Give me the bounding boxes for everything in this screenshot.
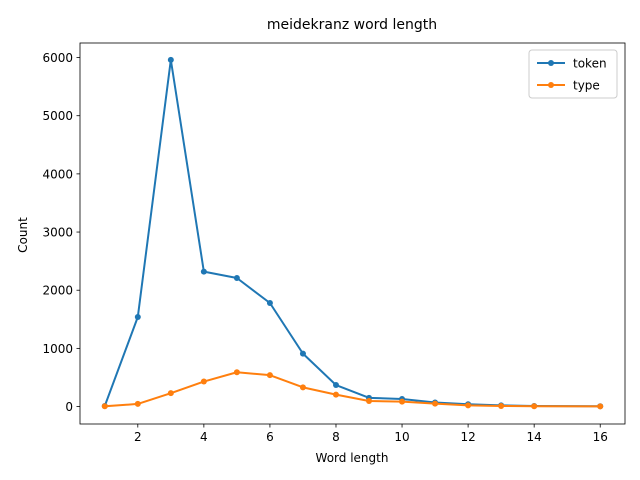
plot-area bbox=[79, 42, 626, 425]
plot-frame bbox=[79, 42, 626, 425]
data-point-token bbox=[299, 350, 306, 357]
data-point-token bbox=[167, 56, 174, 63]
data-point-type bbox=[597, 403, 604, 410]
y-axis: 0 1000 2000 3000 4000 5000 6000 bbox=[42, 51, 80, 414]
x-tick-label: 14 bbox=[527, 430, 542, 444]
data-point-type bbox=[101, 403, 108, 410]
legend-item-type: type bbox=[537, 79, 600, 93]
y-axis-label: Count bbox=[16, 217, 30, 253]
data-point-token bbox=[233, 274, 240, 281]
y-tick-label: 1000 bbox=[42, 342, 73, 356]
y-tick-label: 0 bbox=[65, 400, 73, 414]
data-point-type bbox=[299, 384, 306, 391]
data-point-type bbox=[366, 398, 373, 405]
x-tick-label: 12 bbox=[460, 430, 475, 444]
data-point-type bbox=[531, 403, 538, 410]
x-tick-label: 4 bbox=[200, 430, 208, 444]
y-tick-label: 5000 bbox=[42, 109, 73, 123]
y-tick-label: 6000 bbox=[42, 51, 73, 65]
data-point-type bbox=[399, 398, 406, 405]
data-point-token bbox=[332, 382, 339, 389]
legend-item-token: token bbox=[537, 57, 607, 71]
y-tick-label: 4000 bbox=[42, 167, 73, 181]
legend: token type bbox=[528, 49, 618, 99]
legend-swatch-marker bbox=[548, 82, 554, 88]
data-point-type bbox=[233, 369, 240, 376]
x-tick-label: 2 bbox=[134, 430, 142, 444]
x-tick-label: 6 bbox=[266, 430, 274, 444]
data-point-type bbox=[134, 400, 141, 407]
data-point-type bbox=[465, 402, 472, 409]
legend-label: token bbox=[573, 57, 607, 71]
data-point-type bbox=[266, 372, 273, 379]
x-tick-label: 8 bbox=[332, 430, 340, 444]
data-point-type bbox=[498, 402, 505, 409]
data-point-token bbox=[200, 268, 207, 275]
data-point-type bbox=[432, 400, 439, 407]
series-type bbox=[101, 369, 604, 410]
legend-label: type bbox=[573, 79, 600, 93]
y-tick-label: 2000 bbox=[42, 284, 73, 298]
x-axis: 2 4 6 8 10 12 14 16 bbox=[134, 424, 608, 444]
x-tick-label: 10 bbox=[394, 430, 409, 444]
data-point-type bbox=[332, 391, 339, 398]
data-point-token bbox=[266, 300, 273, 307]
chart-title: meidekranz word length bbox=[267, 17, 437, 33]
y-tick-label: 3000 bbox=[42, 226, 73, 240]
data-point-type bbox=[167, 390, 174, 397]
x-tick-label: 16 bbox=[593, 430, 608, 444]
data-point-token bbox=[134, 313, 141, 320]
data-point-type bbox=[200, 378, 207, 385]
legend-swatch-marker bbox=[548, 60, 554, 66]
x-axis-label: Word length bbox=[316, 451, 389, 465]
